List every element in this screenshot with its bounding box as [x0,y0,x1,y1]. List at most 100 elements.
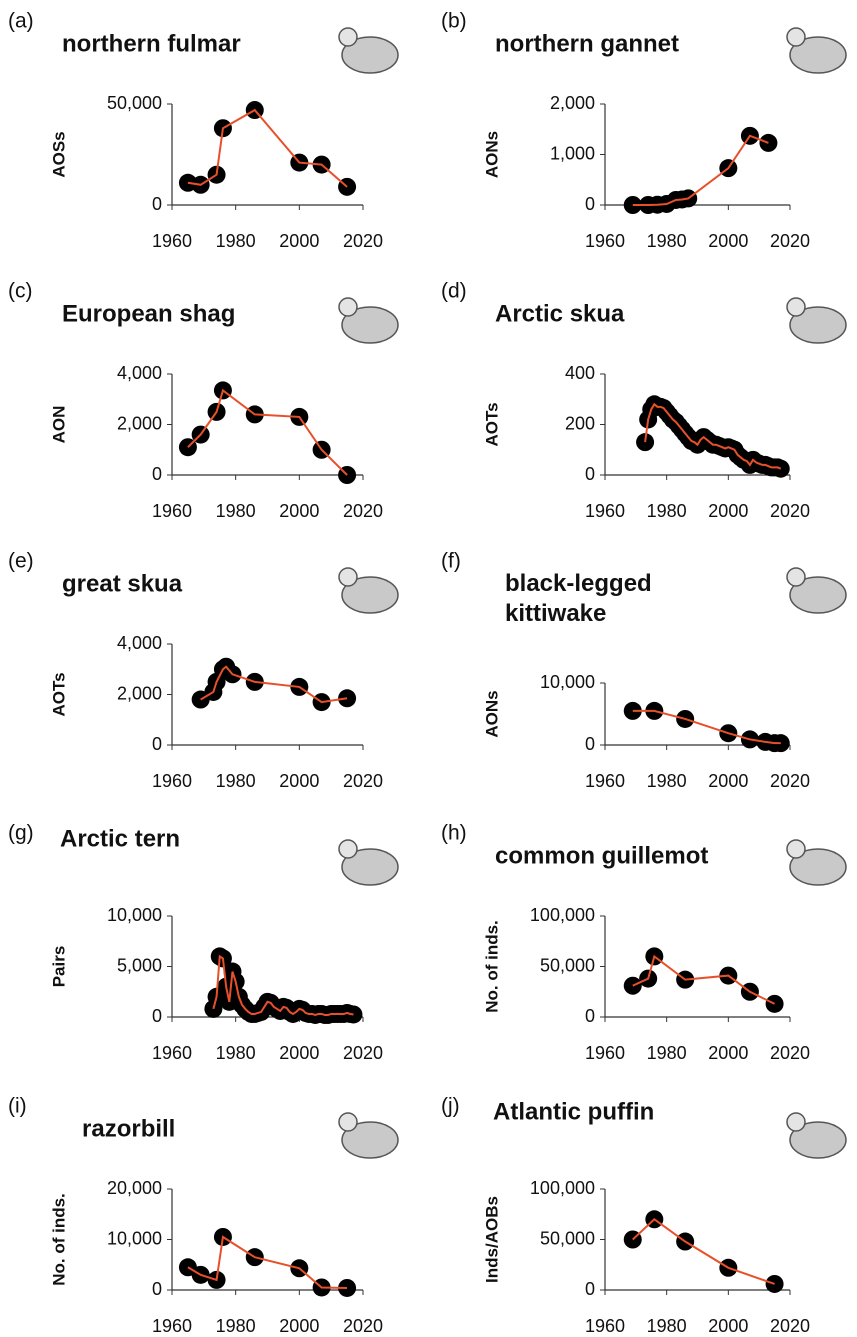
x-tick-label: 2020 [343,1043,383,1063]
y-axis-label: AOTs [482,402,501,446]
panel-title: European shag [62,300,235,327]
y-tick-label: 0 [585,1006,595,1026]
x-tick-label: 2000 [708,1043,748,1063]
panel-title: black-legged kittiwake [505,570,652,627]
trend-line [187,388,348,476]
panel-label: (j) [441,1095,460,1118]
y-axis-label: AONs [482,131,501,178]
y-tick-label: 2,000 [550,93,595,113]
y-tick-label: 50,000 [540,955,595,975]
y-tick-label: 0 [585,1279,595,1299]
x-tick-label: 1960 [585,1316,625,1336]
panel: (j) Atlantic puffin Inds/AOBs 0 50,000 100,00… [441,1095,847,1336]
y-tick-label: 50,000 [107,93,162,113]
panel: (i) razorbill No. of inds. 0 10,000 20,000 196… [8,1095,399,1336]
trend-line [644,402,782,470]
bird-icon [341,1121,399,1159]
x-tick-label: 1960 [152,1316,192,1336]
panel-label: (h) [441,822,467,845]
x-tick-label: 1960 [585,231,625,251]
panel-label: (g) [8,822,34,845]
y-tick-label: 100,000 [530,1178,595,1198]
bird-icon [786,839,806,859]
x-tick-label: 2000 [708,501,748,521]
x-tick-label: 2000 [708,771,748,791]
bird-icon [789,1121,847,1159]
y-tick-label: 0 [152,464,162,484]
panel-title: Arctic skua [495,300,625,327]
y-tick-label: 2,000 [117,413,162,433]
panel: (g) Arctic tern Pairs 0 5,000 10,000 1960 1980 2… [8,822,399,1063]
x-tick-label: 1980 [216,771,256,791]
panel-label: (a) [8,10,34,33]
y-axis-label: AON [49,406,68,444]
x-tick-label: 1980 [216,231,256,251]
x-tick-label: 1960 [585,1043,625,1063]
bird-icon [789,848,847,886]
bird-icon [789,306,847,344]
y-tick-label: 50,000 [540,1228,595,1248]
panel: (c) European shag AON 0 2,000 4,000 1960 1980 20… [8,280,399,521]
y-tick-label: 0 [152,734,162,754]
y-tick-label: 0 [152,1279,162,1299]
trend-line [632,709,781,745]
trend-line [187,108,348,188]
y-axis-label: AOTs [49,672,68,716]
y-tick-label: 1,000 [550,143,595,163]
panel-title: common guillemot [495,842,708,869]
panel: (b) northern gannet AONs 0 1,000 2,000 1960 198… [441,10,847,251]
x-tick-label: 2020 [343,771,383,791]
trend-line [632,954,776,1005]
bird-icon [789,576,847,614]
y-tick-label: 10,000 [107,1228,162,1248]
panel-label: (c) [8,280,33,303]
x-tick-label: 1960 [152,231,192,251]
x-tick-label: 2000 [279,231,319,251]
panel-label: (b) [441,10,467,33]
bird-icon [786,27,806,47]
y-tick-label: 0 [585,734,595,754]
panel: (a) northern fulmar AOSs 0 50,000 1960 1980 200… [8,10,399,251]
x-tick-label: 2000 [708,1316,748,1336]
panel-label: (e) [8,550,34,573]
title-line: black-legged [505,570,652,597]
trend-line [632,134,769,206]
x-tick-label: 1980 [647,1316,687,1336]
bird-icon [338,297,358,317]
y-tick-label: 0 [585,194,595,214]
x-tick-label: 2020 [770,231,810,251]
panel-title: northern fulmar [62,30,241,57]
x-tick-label: 1980 [216,1043,256,1063]
y-tick-label: 5,000 [117,955,162,975]
panel-title: Arctic tern [60,825,180,852]
y-axis-label: No. of inds. [49,1193,68,1286]
bird-icon [786,1112,806,1132]
x-tick-label: 2000 [708,231,748,251]
y-axis-label: Pairs [49,946,68,988]
x-tick-label: 1980 [216,501,256,521]
x-tick-label: 2000 [279,1316,319,1336]
bird-icon [341,36,399,74]
x-tick-label: 2000 [279,1043,319,1063]
y-tick-label: 0 [585,464,595,484]
x-tick-label: 2000 [279,771,319,791]
x-tick-label: 1980 [216,1316,256,1336]
x-tick-label: 2020 [770,1316,810,1336]
bird-icon [338,1112,358,1132]
y-tick-label: 100,000 [530,905,595,925]
bird-icon [341,306,399,344]
panel-title: great skua [62,570,183,597]
bird-icon [341,576,399,614]
y-tick-label: 4,000 [117,633,162,653]
panel-title: northern gannet [495,30,679,57]
x-tick-label: 1980 [647,771,687,791]
y-axis-label: AOSs [49,131,68,177]
bird-icon [789,36,847,74]
trend-line [200,665,348,704]
y-axis-label: Inds/AOBs [482,1196,501,1283]
panel-label: (i) [8,1095,27,1118]
y-axis-label: AONs [482,690,501,737]
y-tick-label: 0 [152,194,162,214]
x-tick-label: 2020 [770,771,810,791]
